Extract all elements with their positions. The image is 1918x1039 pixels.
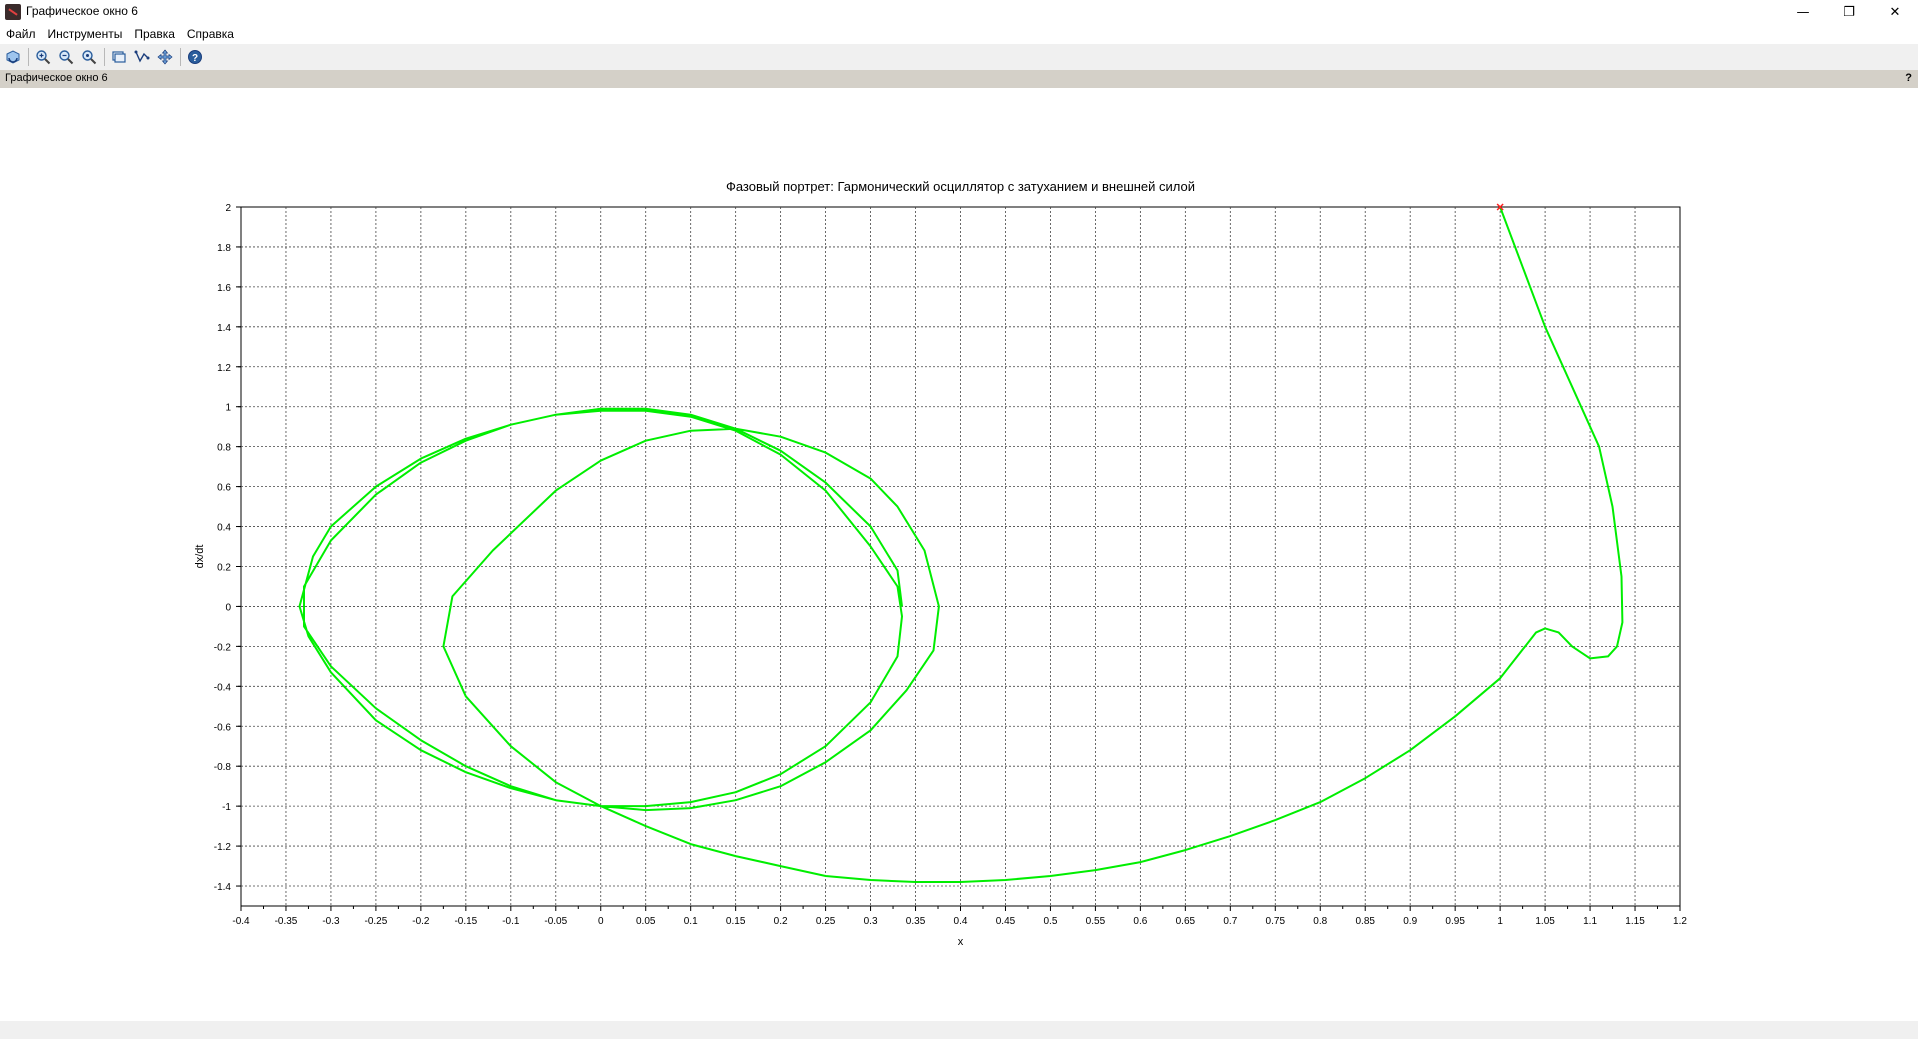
zoom-in-icon[interactable] (32, 46, 54, 68)
x-tick-label: -0.4 (232, 916, 250, 927)
svg-text:?: ? (192, 53, 198, 64)
y-tick-label: -1.2 (214, 842, 232, 853)
menu-help[interactable]: Справка (186, 27, 234, 41)
x-tick-label: 0.55 (1086, 916, 1106, 927)
phase-trajectory-line (298, 206, 1624, 883)
chart-title: Фазовый портрет: Гармонический осциллято… (726, 179, 1195, 194)
menu-file[interactable]: Файл (6, 27, 36, 41)
x-tick-label: 0.9 (1403, 916, 1417, 927)
y-tick-label: 0.8 (217, 443, 231, 454)
pan-icon[interactable] (154, 46, 176, 68)
x-tick-label: 0.4 (954, 916, 968, 927)
y-tick-label: 1 (225, 403, 231, 414)
y-tick-label: 0.4 (217, 523, 231, 534)
title-bar: Графическое окно 6 — ❐ ✕ (0, 0, 1918, 24)
datatip-icon[interactable] (108, 46, 130, 68)
y-tick-label: 1.6 (217, 283, 231, 294)
zoom-reset-icon[interactable] (78, 46, 100, 68)
x-tick-label: 1.1 (1583, 916, 1597, 927)
menu-edit[interactable]: Правка (134, 27, 175, 41)
edit-curve-icon[interactable] (131, 46, 153, 68)
restore-button[interactable]: ❐ (1843, 4, 1855, 20)
rotate-icon[interactable] (2, 46, 24, 68)
info-bar: Графическое окно 6 ? (0, 70, 1918, 88)
y-tick-label: 2 (225, 203, 231, 214)
y-tick-label: -0.2 (214, 642, 232, 653)
y-tick-label: 0 (225, 602, 231, 613)
y-tick-label: -0.6 (214, 722, 232, 733)
minimize-button[interactable]: — (1796, 4, 1810, 20)
x-tick-label: 0.6 (1133, 916, 1147, 927)
x-tick-label: 1.2 (1673, 916, 1687, 927)
y-tick-label: -0.8 (214, 762, 232, 773)
toolbar-separator (180, 48, 181, 66)
x-tick-label: 0.7 (1223, 916, 1237, 927)
x-tick-label: 0.8 (1313, 916, 1327, 927)
phase-portrait-chart[interactable]: -0.4 -0.35 -0.3 -0.25 -0.2 -0.15 -0.1 -0.05 0 0.0… (0, 88, 1918, 1021)
close-button[interactable]: ✕ (1889, 4, 1901, 20)
zoom-out-icon[interactable] (55, 46, 77, 68)
info-help-button[interactable]: ? (1905, 72, 1912, 84)
x-tick-label: -0.25 (365, 916, 388, 927)
x-tick-label: -0.15 (454, 916, 477, 927)
x-tick-label: -0.35 (275, 916, 298, 927)
x-tick-label: 0.85 (1355, 916, 1375, 927)
y-tick-label: -1.4 (214, 882, 232, 893)
window-title: Графическое окно 6 (26, 4, 138, 18)
x-tick-label: 0.65 (1176, 916, 1196, 927)
x-tick-label: 0.75 (1266, 916, 1286, 927)
y-tick-label: 1.8 (217, 243, 231, 254)
start-point-marker (1496, 203, 1504, 211)
help-icon[interactable]: ? (184, 46, 206, 68)
x-tick-label: 0.35 (906, 916, 926, 927)
x-tick-label: -0.2 (412, 916, 430, 927)
menu-tools[interactable]: Инструменты (47, 27, 123, 41)
plot-canvas[interactable]: -0.4 -0.35 -0.3 -0.25 -0.2 -0.15 -0.1 -0.05 0 0.0… (0, 88, 1918, 1021)
toolbar-separator (28, 48, 29, 66)
x-tick-label: 0.3 (864, 916, 878, 927)
x-tick-label: 0.2 (774, 916, 788, 927)
y-tick-label: -1 (222, 802, 231, 813)
x-tick-label: -0.05 (544, 916, 567, 927)
x-tick-label: 0.45 (996, 916, 1016, 927)
status-bar (0, 1021, 1918, 1039)
menu-bar: Файл Инструменты Правка Справка (0, 24, 1918, 44)
y-tick-label: 1.4 (217, 323, 231, 334)
x-tick-label: 0.15 (726, 916, 746, 927)
x-tick-label: 0.95 (1445, 916, 1465, 927)
x-tick-label: 1.05 (1535, 916, 1555, 927)
x-tick-label: 0 (598, 916, 604, 927)
x-axis-label: x (958, 936, 964, 948)
toolbar-separator (104, 48, 105, 66)
y-tick-label: 1.2 (217, 363, 231, 374)
x-tick-label: -0.1 (502, 916, 520, 927)
y-tick-label: 0.6 (217, 483, 231, 494)
x-tick-label: 0.1 (684, 916, 698, 927)
scilab-app-icon (5, 4, 21, 20)
x-tick-label: 0.5 (1043, 916, 1057, 927)
y-tick-label: -0.4 (214, 682, 232, 693)
x-tick-label: -0.3 (322, 916, 340, 927)
y-axis-label: dx/dt (194, 545, 206, 569)
x-tick-label: 1.15 (1625, 916, 1645, 927)
x-tick-label: 1 (1497, 916, 1503, 927)
x-tick-label: 0.25 (816, 916, 836, 927)
y-tick-label: 0.2 (217, 562, 231, 573)
x-tick-label: 0.05 (636, 916, 656, 927)
toolbar: ? (0, 44, 1918, 71)
info-bar-label: Графическое окно 6 (5, 72, 108, 84)
